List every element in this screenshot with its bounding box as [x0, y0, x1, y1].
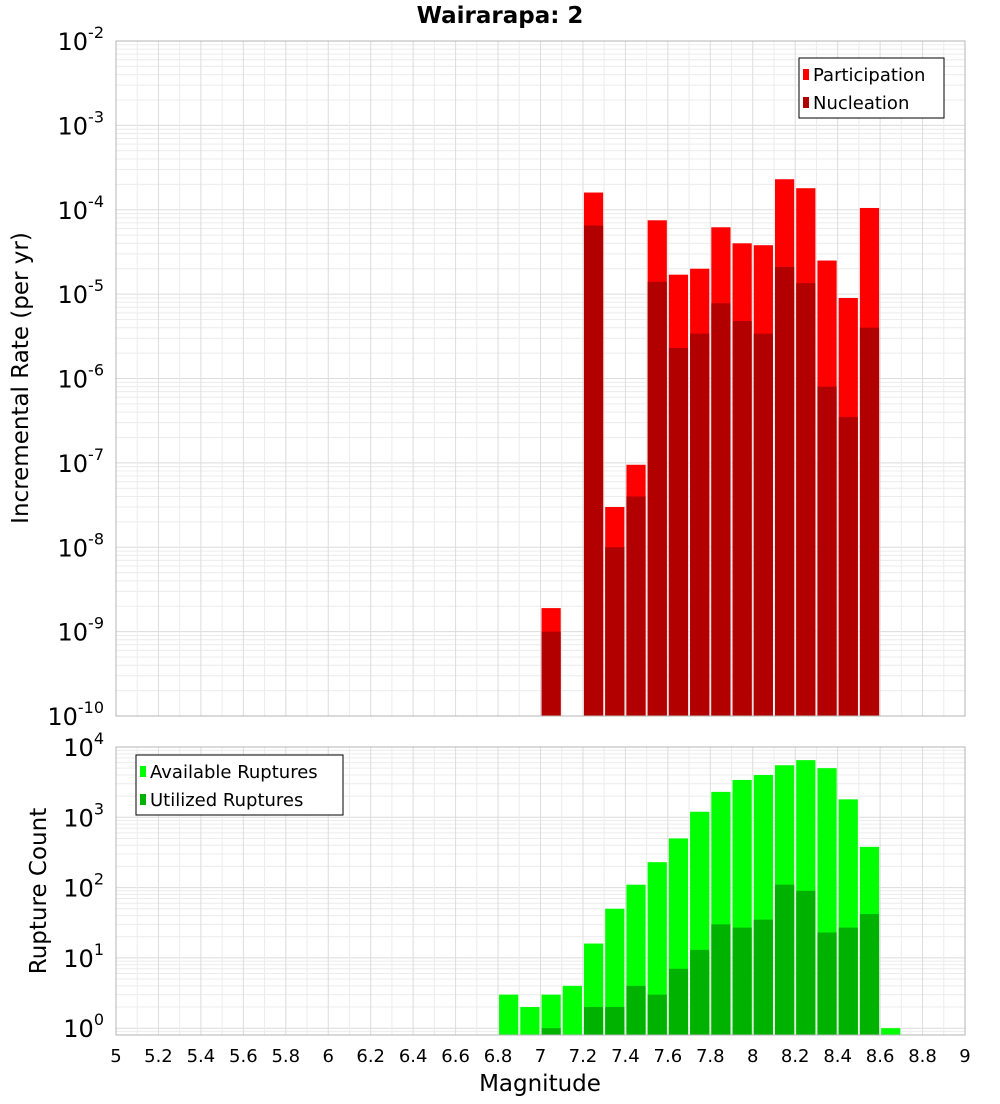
- top-legend-swatch: [803, 97, 809, 108]
- bottom-bar-available-ruptures: [647, 862, 667, 1035]
- bottom-bar-utilized-ruptures: [647, 994, 667, 1035]
- x-tick-label: 8.8: [908, 1046, 937, 1067]
- x-tick-label: 5.2: [144, 1046, 173, 1067]
- top-bar-nucleation: [541, 631, 561, 716]
- bottom-bar-utilized-ruptures: [753, 919, 773, 1035]
- top-bar-nucleation: [838, 416, 858, 716]
- top-legend: Participation Nucleation: [798, 57, 945, 119]
- bottom-bar-utilized-ruptures: [583, 1007, 604, 1035]
- bottom-plot-area: 100 101 102 103 104 5 5.2 5.4 5.6 5.8 6 6.2 6.4 6.6 6.…: [63, 729, 970, 1067]
- top-y-tick-label: 10-2: [58, 23, 105, 56]
- bottom-y-tick-label: 102: [63, 870, 104, 903]
- x-tick-label: 5.8: [271, 1046, 300, 1067]
- x-tick-label: 8.6: [866, 1046, 895, 1067]
- x-tick-label: 7: [535, 1046, 546, 1067]
- top-y-tick-label: 10-8: [58, 529, 105, 562]
- top-y-tick-label: 10-6: [58, 361, 105, 394]
- x-tick-label: 6: [323, 1046, 334, 1067]
- top-bar-nucleation: [753, 333, 773, 716]
- top-legend-swatch: [803, 69, 809, 80]
- bottom-legend: Available Ruptures Utilized Ruptures: [135, 754, 344, 816]
- bottom-bar-utilized-ruptures: [541, 1028, 561, 1035]
- chart-title: Wairarapa: 2: [417, 3, 584, 29]
- bottom-bar-utilized-ruptures: [817, 932, 837, 1035]
- bottom-bar-available-ruptures: [605, 908, 625, 1035]
- x-tick-label: 5: [110, 1046, 121, 1067]
- top-bar-nucleation: [796, 283, 816, 716]
- bottom-legend-label: Utilized Ruptures: [150, 790, 303, 811]
- top-bar-nucleation: [626, 496, 646, 716]
- top-bar-nucleation: [605, 547, 625, 716]
- top-bar-nucleation: [859, 327, 880, 716]
- top-bar-nucleation: [732, 321, 752, 716]
- top-y-tick-label: 10-4: [58, 192, 105, 225]
- x-tick-label: 8: [747, 1046, 758, 1067]
- x-tick-label: 6.4: [399, 1046, 428, 1067]
- x-tick-label: 7.6: [654, 1046, 683, 1067]
- x-tick-label: 5.6: [229, 1046, 258, 1067]
- top-plot-area: 10-10 10-9 10-8 10-7 10-6 10-5 10-4 10-3 10-2: [47, 23, 966, 731]
- bottom-bar-available-ruptures: [881, 1028, 901, 1035]
- bottom-bar-available-ruptures: [562, 985, 582, 1035]
- top-legend-box: [798, 57, 945, 119]
- bottom-bar-utilized-ruptures: [732, 927, 752, 1035]
- top-bar-nucleation: [668, 347, 689, 716]
- bottom-bar-utilized-ruptures: [605, 1007, 625, 1035]
- bottom-bar-utilized-ruptures: [626, 985, 646, 1035]
- bottom-bar-utilized-ruptures: [690, 949, 710, 1035]
- bottom-legend-box: [135, 754, 344, 816]
- top-y-tick-label: 10-7: [58, 445, 105, 478]
- bottom-y-tick-label: 103: [63, 799, 104, 832]
- x-tick-label: 8.2: [781, 1046, 810, 1067]
- bottom-bar-available-ruptures: [499, 994, 519, 1035]
- x-tick-label: 7.8: [696, 1046, 725, 1067]
- top-y-tick-label: 10-3: [58, 107, 105, 140]
- top-bar-nucleation: [711, 303, 731, 716]
- x-tick-label: 8.4: [823, 1046, 852, 1067]
- bottom-legend-swatch: [140, 766, 146, 777]
- bottom-bar-utilized-ruptures: [838, 927, 858, 1035]
- bottom-legend-label: Available Ruptures: [150, 762, 318, 783]
- top-legend-label: Participation: [813, 65, 925, 86]
- x-tick-label: 6.8: [484, 1046, 513, 1067]
- bottom-bar-available-ruptures: [541, 994, 561, 1035]
- bottom-legend-swatch: [140, 794, 146, 805]
- bottom-y-tick-label: 104: [63, 729, 104, 762]
- bottom-bar-utilized-ruptures: [859, 914, 880, 1035]
- top-bar-nucleation: [690, 333, 710, 716]
- top-bar-nucleation: [774, 266, 795, 716]
- top-y-tick-label: 10-5: [58, 276, 105, 309]
- bottom-bar-utilized-ruptures: [796, 890, 816, 1035]
- bottom-bar-utilized-ruptures: [711, 924, 731, 1035]
- top-y-tick-label: 10-10: [47, 698, 104, 731]
- top-bar-nucleation: [583, 225, 604, 716]
- bottom-y-tick-label: 101: [63, 940, 104, 973]
- x-tick-label: 5.4: [187, 1046, 216, 1067]
- top-y-axis-label: Incremental Rate (per yr): [8, 232, 34, 524]
- x-tick-label: 9: [959, 1046, 970, 1067]
- x-tick-label: 6.2: [356, 1046, 385, 1067]
- top-y-tick-label: 10-9: [58, 614, 105, 647]
- top-bar-nucleation: [817, 386, 837, 716]
- bottom-plot-frame: [115, 746, 966, 1036]
- x-tick-label: 7.2: [569, 1046, 598, 1067]
- bottom-y-tick-label: 100: [63, 1010, 104, 1043]
- bottom-bar-available-ruptures: [520, 1007, 540, 1035]
- bottom-y-axis-label: Rupture Count: [26, 808, 52, 974]
- x-axis-label: Magnitude: [479, 1071, 601, 1097]
- x-tick-label: 6.6: [441, 1046, 470, 1067]
- top-plot-frame: [115, 40, 966, 717]
- bottom-bar-utilized-ruptures: [668, 968, 689, 1035]
- x-tick-label: 7.4: [611, 1046, 640, 1067]
- bottom-bar-utilized-ruptures: [774, 884, 795, 1035]
- top-bar-nucleation: [647, 281, 667, 716]
- top-legend-label: Nucleation: [813, 93, 909, 114]
